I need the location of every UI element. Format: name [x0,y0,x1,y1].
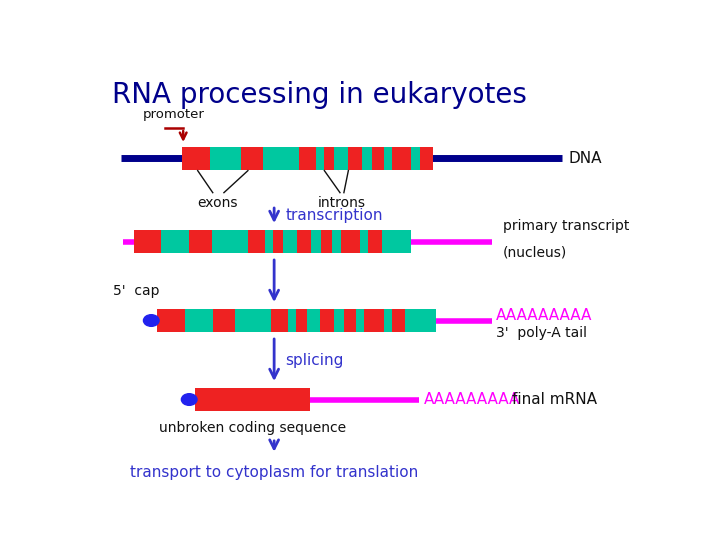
Bar [344,309,356,332]
Bar [372,147,384,170]
Bar [321,230,332,253]
Bar [157,309,436,332]
Bar [189,230,212,253]
Text: promoter: promoter [143,108,205,121]
Bar [271,309,288,332]
Bar [133,230,161,253]
Text: AAAAAAAAA: AAAAAAAAA [423,392,520,407]
Bar [273,230,283,253]
Bar [341,230,360,253]
Bar [297,230,311,253]
Bar [369,230,382,253]
Bar [195,388,310,411]
Bar [392,147,411,170]
Bar [240,147,263,170]
Bar [133,230,411,253]
Bar [248,230,265,253]
Text: 5'  cap: 5' cap [114,284,160,298]
Bar [324,147,334,170]
Text: (nucleus): (nucleus) [503,246,567,260]
Bar [348,147,362,170]
Circle shape [181,394,197,406]
Text: unbroken coding sequence: unbroken coding sequence [159,421,346,435]
Circle shape [143,315,159,326]
Text: introns: introns [318,196,366,210]
Text: transport to cytoplasm for translation: transport to cytoplasm for translation [130,465,418,480]
Text: DNA: DNA [569,151,602,166]
Bar [392,309,405,332]
Bar [364,309,384,332]
Text: AAAAAAAAA: AAAAAAAAA [496,308,593,323]
Bar [297,309,307,332]
Bar [320,309,334,332]
Bar [157,309,185,332]
Text: final mRNA: final mRNA [512,392,597,407]
Text: splicing: splicing [285,353,343,368]
Bar [420,147,433,170]
Text: RNA processing in eukaryotes: RNA processing in eukaryotes [112,82,527,110]
Bar [300,147,316,170]
Bar [213,309,235,332]
Text: primary transcript: primary transcript [503,219,629,233]
Bar [182,147,433,170]
Text: exons: exons [197,196,238,210]
Text: transcription: transcription [285,208,383,223]
Text: 3'  poly-A tail: 3' poly-A tail [496,326,588,340]
Bar [182,147,210,170]
